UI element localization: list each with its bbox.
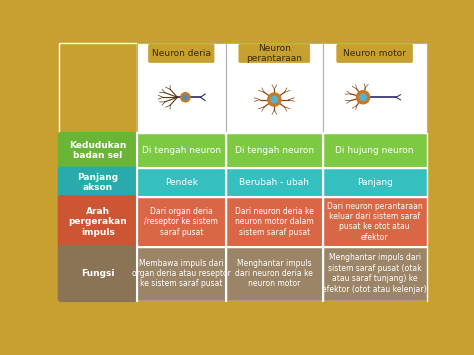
Text: Neuron deria: Neuron deria (152, 49, 211, 58)
FancyBboxPatch shape (137, 168, 226, 197)
Text: Kedudukan
badan sel: Kedudukan badan sel (69, 141, 127, 160)
Text: Panjang: Panjang (357, 178, 392, 187)
FancyBboxPatch shape (226, 43, 323, 133)
Text: Dari organ deria
/reseptor ke sistem
saraf pusat: Dari organ deria /reseptor ke sistem sar… (145, 207, 218, 236)
FancyBboxPatch shape (323, 247, 427, 301)
Text: Pendek: Pendek (165, 178, 198, 187)
FancyBboxPatch shape (137, 133, 226, 168)
FancyBboxPatch shape (59, 301, 427, 316)
Circle shape (183, 95, 188, 99)
FancyBboxPatch shape (148, 44, 214, 62)
FancyBboxPatch shape (323, 197, 427, 247)
FancyBboxPatch shape (226, 197, 323, 247)
Text: Arah
pergerakan
impuls: Arah pergerakan impuls (69, 207, 128, 236)
FancyBboxPatch shape (226, 168, 323, 197)
FancyBboxPatch shape (58, 245, 138, 302)
FancyBboxPatch shape (239, 44, 310, 62)
FancyBboxPatch shape (59, 43, 427, 316)
Text: Dari neuron perantaraan
keluar dari sistem saraf
pusat ke otot atau
efektor: Dari neuron perantaraan keluar dari sist… (327, 202, 422, 242)
FancyBboxPatch shape (337, 44, 412, 62)
FancyBboxPatch shape (323, 133, 427, 168)
FancyBboxPatch shape (323, 168, 427, 197)
FancyBboxPatch shape (58, 166, 138, 198)
Circle shape (271, 96, 278, 103)
FancyBboxPatch shape (226, 247, 323, 301)
Text: Fungsi: Fungsi (81, 269, 115, 278)
FancyBboxPatch shape (323, 43, 427, 133)
Text: Panjang
akson: Panjang akson (77, 173, 118, 192)
FancyBboxPatch shape (226, 133, 323, 168)
FancyBboxPatch shape (58, 195, 138, 248)
Circle shape (356, 91, 370, 104)
FancyBboxPatch shape (59, 43, 137, 133)
Text: Di hujung neuron: Di hujung neuron (336, 146, 414, 155)
FancyBboxPatch shape (137, 197, 226, 247)
FancyBboxPatch shape (137, 43, 226, 133)
Text: Neuron
perantaraan: Neuron perantaraan (246, 44, 302, 63)
Text: Di tengah neuron: Di tengah neuron (235, 146, 314, 155)
Text: Di tengah neuron: Di tengah neuron (142, 146, 221, 155)
Circle shape (268, 93, 281, 106)
Text: Membawa impuls dari
organ deria atau reseptor
ke sistem saraf pusat: Membawa impuls dari organ deria atau res… (132, 259, 231, 289)
Text: Menghantar impuls dari
sistem saraf pusat (otak
atau saraf tunjang) ke
efektor (: Menghantar impuls dari sistem saraf pusa… (322, 253, 427, 294)
Circle shape (181, 93, 190, 102)
Text: Neuron motor: Neuron motor (343, 49, 406, 58)
FancyBboxPatch shape (137, 247, 226, 301)
Text: Menghantar impuls
dari neuron deria ke
neuron motor: Menghantar impuls dari neuron deria ke n… (236, 259, 313, 289)
FancyBboxPatch shape (58, 132, 138, 170)
Text: Dari neuron deria ke
neuron motor dalam
sistem saraf pusat: Dari neuron deria ke neuron motor dalam … (235, 207, 314, 236)
Circle shape (360, 94, 366, 100)
Text: Berubah - ubah: Berubah - ubah (239, 178, 310, 187)
